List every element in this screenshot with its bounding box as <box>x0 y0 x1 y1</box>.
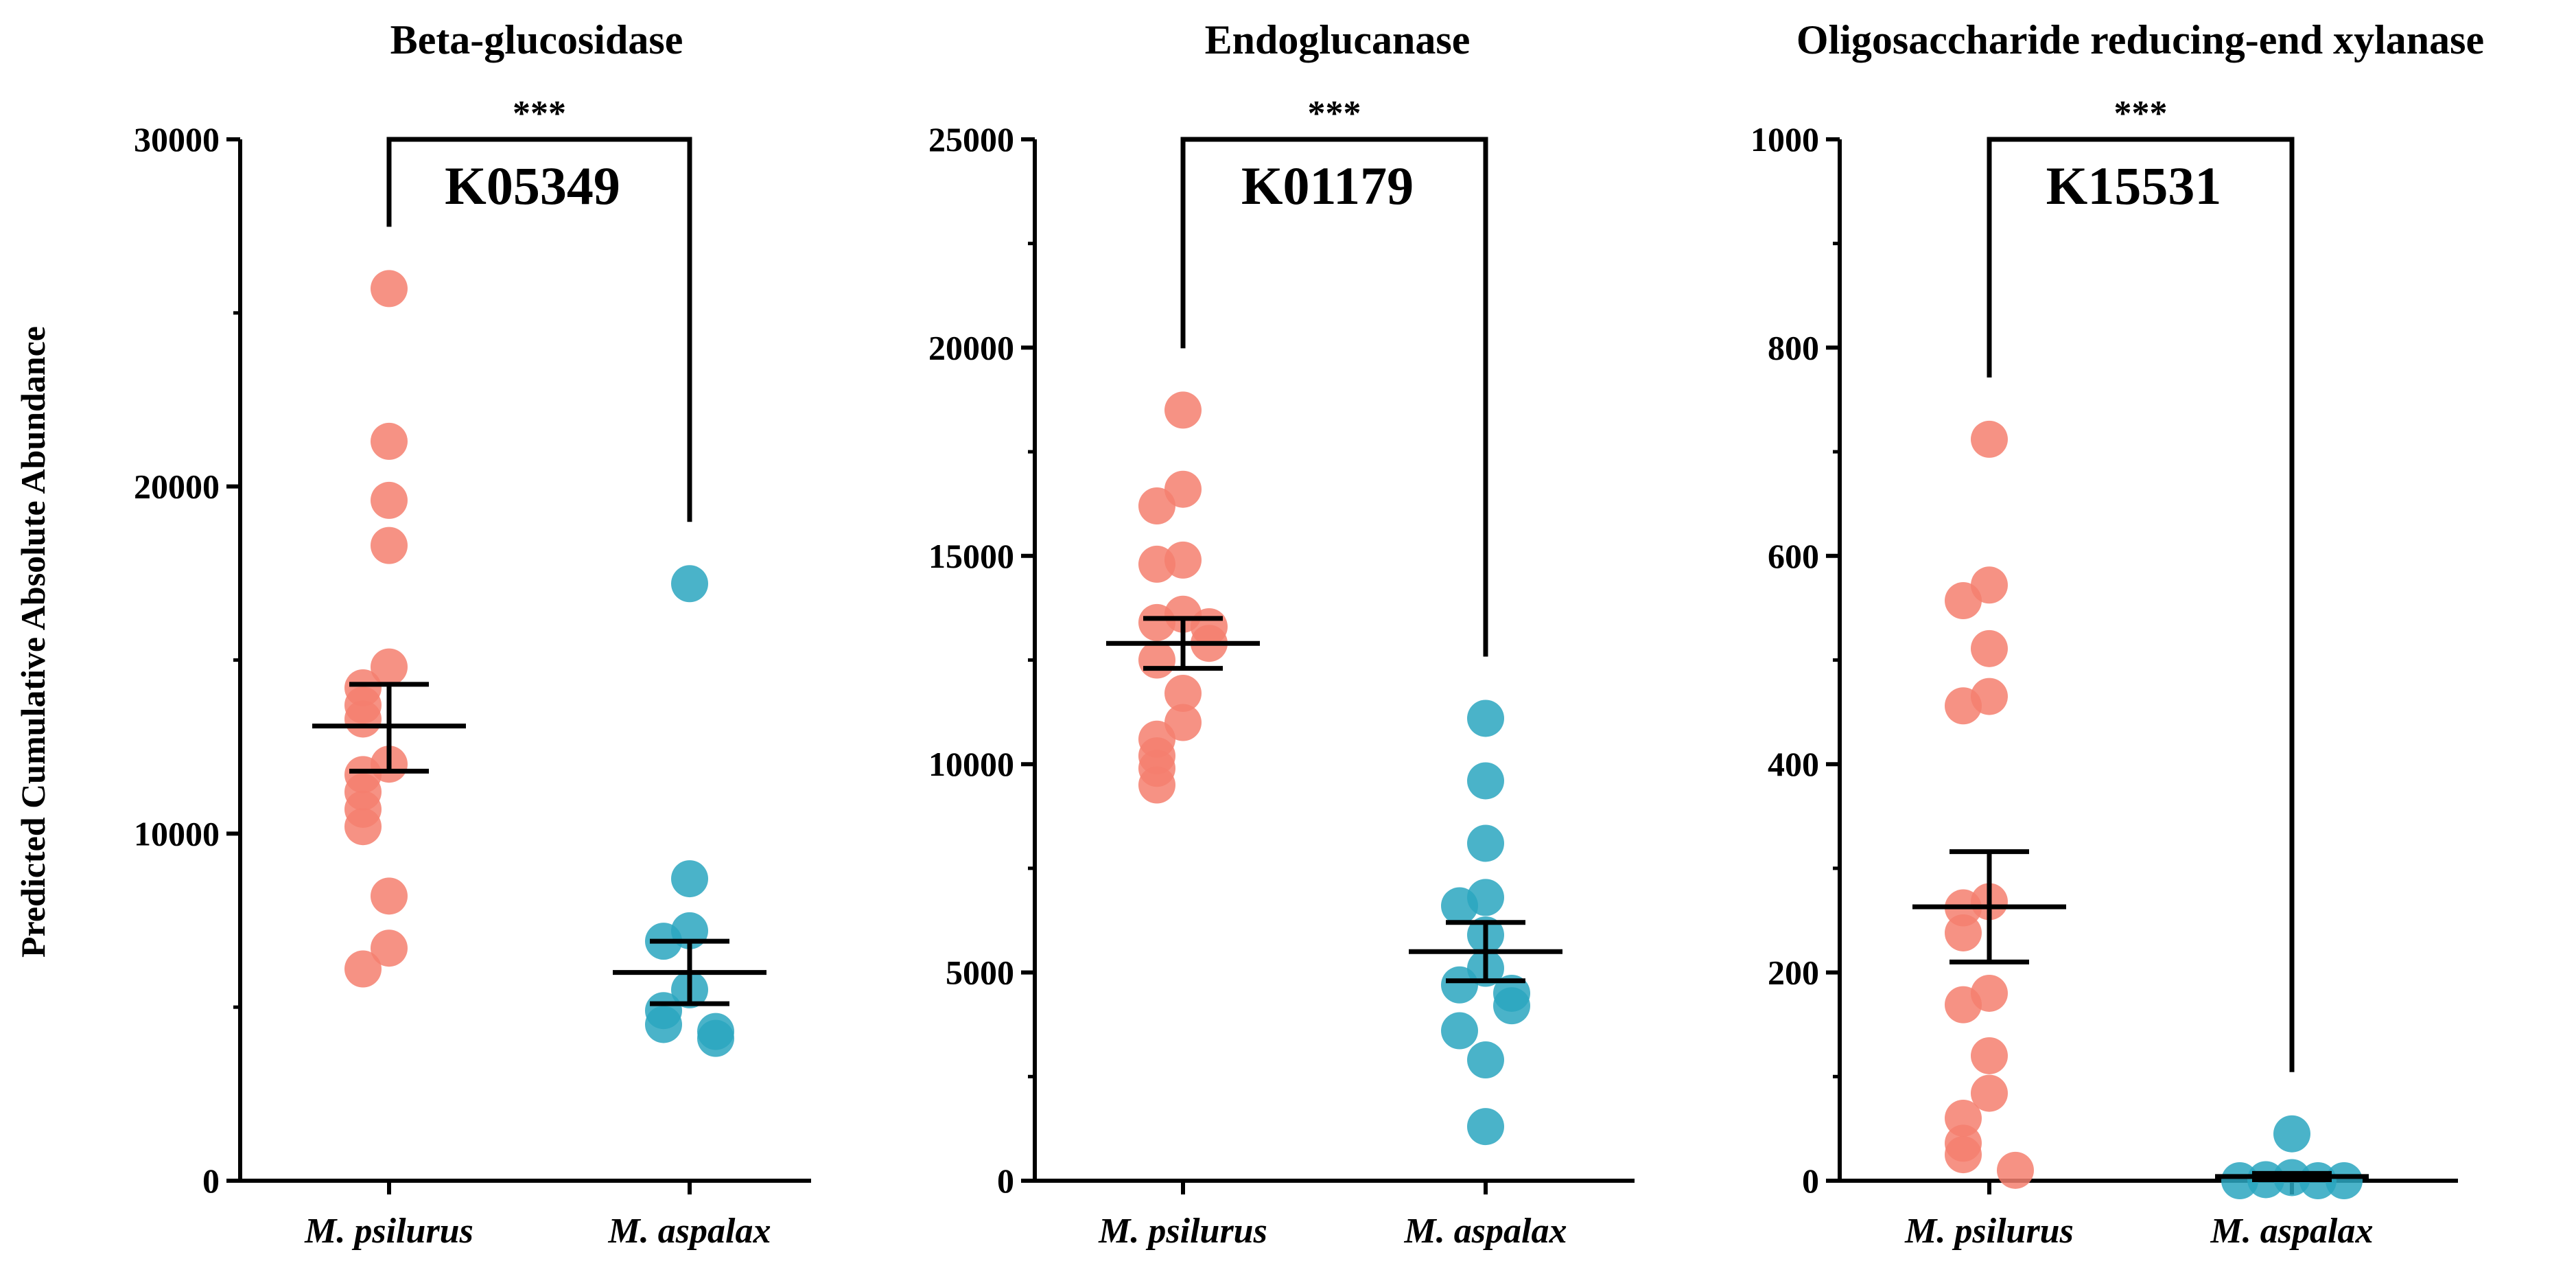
data-point <box>344 808 382 846</box>
data-point <box>1997 1151 2034 1189</box>
y-tick-label: 20000 <box>134 467 220 506</box>
kegg-annotation: K05349 <box>445 156 620 216</box>
y-tick-label: 400 <box>1768 745 1819 783</box>
significance-stars: *** <box>1308 94 1361 133</box>
data-point <box>1138 603 1175 641</box>
significance-stars: *** <box>2114 94 2168 133</box>
data-point <box>1971 1074 2008 1112</box>
y-tick-label: 0 <box>202 1161 220 1200</box>
chart-title: Endoglucanase <box>1205 17 1471 62</box>
data-point <box>1441 887 1478 925</box>
data-point <box>1945 1136 1982 1174</box>
chart-panel-1: Beta-glucosidase 0 10000 20000 30000 M. psilu… <box>134 17 811 1251</box>
x-tick-label: M. psilurus <box>1904 1212 2074 1251</box>
data-point <box>2326 1162 2363 1199</box>
data-point <box>1945 986 1982 1024</box>
significance-bracket <box>386 137 692 522</box>
chart-panel-2: Endoglucanase 0 5000 10000 15000 20000 25000 M.… <box>928 17 1635 1251</box>
data-point <box>1164 391 1202 429</box>
data-point <box>1971 629 2008 667</box>
data-point <box>671 565 708 603</box>
data-point <box>1467 1041 1504 1079</box>
data-point <box>1945 914 1982 951</box>
chart-title: Oligosaccharide reducing-end xylanase <box>1796 17 2484 62</box>
data-point <box>1164 675 1202 713</box>
data-point <box>344 950 382 988</box>
data-point <box>371 270 408 308</box>
x-tick-label: M. aspalax <box>2210 1212 2374 1251</box>
chart-title: Beta-glucosidase <box>390 17 683 62</box>
kegg-annotation: K15531 <box>2046 156 2222 216</box>
data-point <box>371 481 408 519</box>
data-point <box>371 527 408 564</box>
y-tick-label: 800 <box>1768 328 1819 367</box>
data-point <box>2221 1162 2258 1199</box>
data-point <box>2273 1115 2310 1153</box>
y-tick-label: 10000 <box>928 745 1014 783</box>
significance-stars: *** <box>513 94 566 133</box>
data-point <box>697 1019 734 1057</box>
y-tick-label: 20000 <box>928 328 1014 367</box>
data-point <box>1467 700 1504 737</box>
y-tick-label: 0 <box>1802 1161 1819 1200</box>
chart-panel-3: Oligosaccharide reducing-end xylanase 0 20… <box>1750 17 2484 1251</box>
data-point <box>371 877 408 915</box>
data-point <box>344 700 382 738</box>
x-tick-label: M. psilurus <box>1098 1212 1267 1251</box>
kegg-annotation: K01179 <box>1241 156 1414 216</box>
y-tick-label: 30000 <box>134 120 220 159</box>
data-point <box>1945 582 1982 620</box>
data-point <box>1971 1037 2008 1074</box>
y-tick-label: 600 <box>1768 537 1819 575</box>
y-tick-label: 200 <box>1768 953 1819 992</box>
data-point <box>1467 824 1504 862</box>
data-point <box>1467 1108 1504 1146</box>
x-tick-label: M. aspalax <box>1404 1212 1567 1251</box>
y-tick-label: 0 <box>997 1161 1014 1200</box>
data-point <box>1138 545 1175 583</box>
significance-bracket <box>1987 137 2295 1072</box>
x-tick-label: M. psilurus <box>304 1212 473 1251</box>
data-point <box>1441 966 1478 1004</box>
data-point <box>671 860 708 898</box>
data-point <box>371 422 408 460</box>
data-point <box>1138 766 1175 804</box>
data-point <box>1971 420 2008 458</box>
y-tick-label: 5000 <box>946 953 1014 992</box>
data-point <box>1138 487 1175 524</box>
data-point <box>1467 762 1504 800</box>
data-point <box>1138 641 1175 679</box>
y-tick-label: 10000 <box>134 814 220 853</box>
data-point <box>1493 987 1530 1025</box>
x-tick-label: M. aspalax <box>608 1212 771 1251</box>
data-point <box>371 648 408 686</box>
y-tick-label: 25000 <box>928 120 1014 159</box>
significance-bracket <box>1180 137 1488 657</box>
data-point <box>645 1006 682 1043</box>
y-tick-label: 15000 <box>928 537 1014 575</box>
data-point <box>1945 687 1982 725</box>
data-point <box>1441 1012 1478 1050</box>
data-point <box>371 929 408 967</box>
y-tick-label: 1000 <box>1750 120 1819 159</box>
